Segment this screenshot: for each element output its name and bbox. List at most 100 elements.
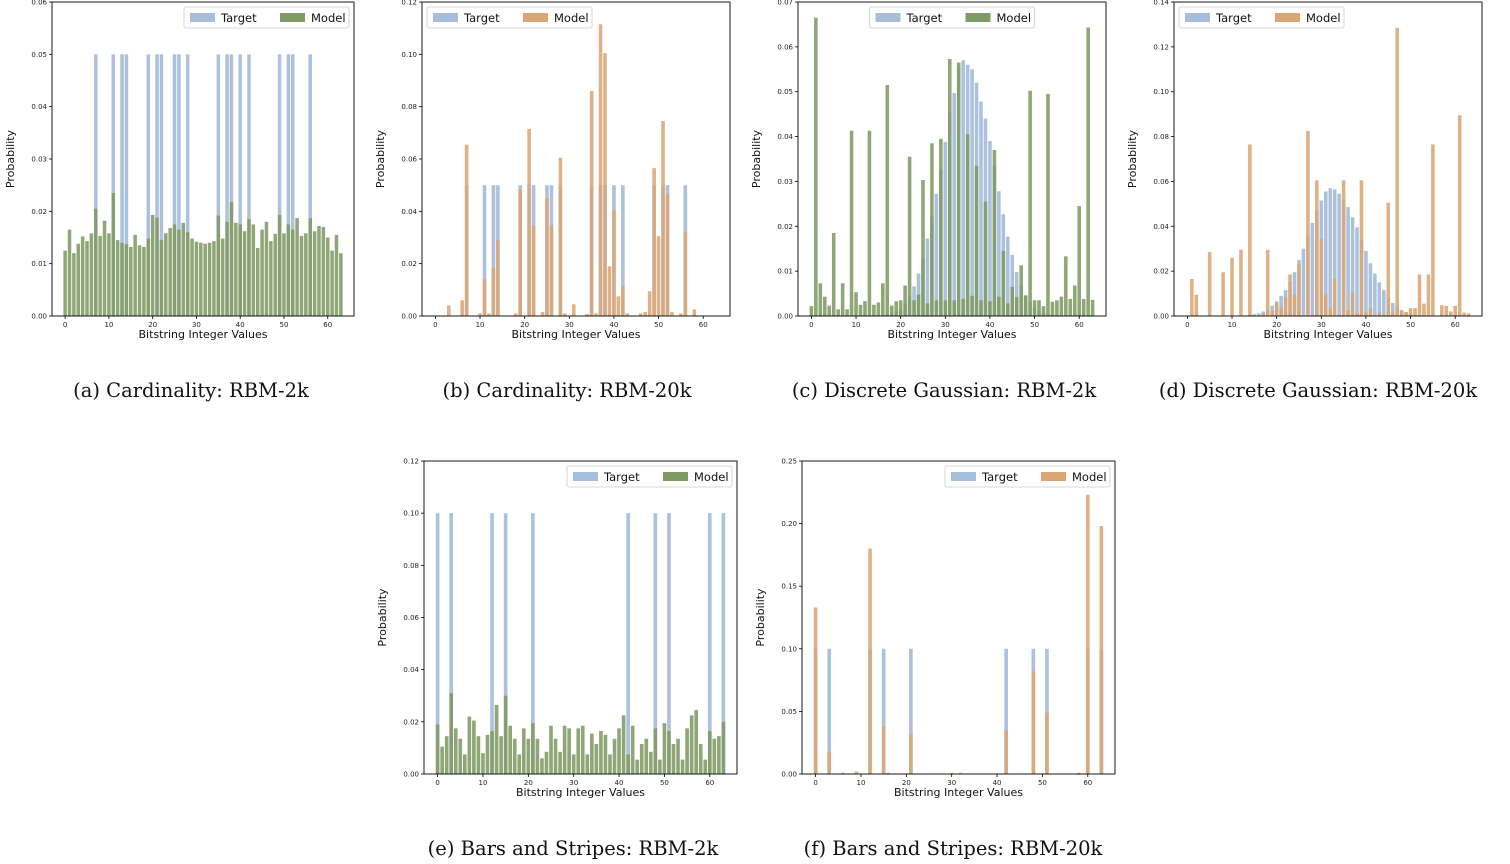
model-bar	[1355, 313, 1359, 316]
model-bar	[898, 300, 903, 316]
y-tick-label: 0.04	[403, 666, 419, 674]
model-bar	[476, 736, 481, 774]
model-bar	[137, 245, 142, 316]
model-bar	[1086, 27, 1090, 316]
model-bar	[255, 247, 260, 316]
model-bar	[1283, 296, 1288, 316]
model-bar	[1085, 494, 1090, 774]
model-bar	[549, 225, 554, 316]
model-bar	[965, 134, 970, 316]
model-bar	[1350, 292, 1355, 316]
model-bar	[854, 771, 859, 774]
model-bar	[242, 231, 247, 316]
x-tick-label: 20	[148, 321, 157, 329]
model-bar	[453, 728, 458, 774]
model-bar	[562, 725, 567, 774]
y-tick-label: 0.02	[401, 260, 417, 268]
model-bar	[881, 726, 886, 774]
y-tick-label: 0.06	[31, 0, 47, 7]
model-bar	[638, 313, 643, 316]
model-bar	[827, 751, 832, 774]
model-bar	[76, 243, 81, 316]
model-bar	[247, 219, 251, 316]
model-bar	[676, 738, 680, 774]
model-bar	[1292, 294, 1297, 316]
model-bar	[836, 309, 840, 316]
model-bar	[1448, 311, 1453, 316]
y-tick-label: 0.05	[777, 88, 793, 96]
target-bar	[229, 54, 234, 316]
model-bar	[639, 744, 644, 774]
x-tick-label: 40	[985, 321, 994, 329]
chart-panel-d: 0 10 20 30 40 50 60 0.00 0.02 0.04 0.06 0.08 0.10 0.1…	[1126, 0, 1483, 402]
model-bar	[679, 313, 683, 316]
model-bar	[1453, 305, 1457, 316]
x-tick-label: 50	[280, 321, 289, 329]
model-bar	[111, 193, 116, 316]
model-bars-d	[1190, 27, 1471, 316]
chart-panel-e: 0 10 20 30 40 50 60 0.00 0.02 0.04 0.06 0.08 0.10 0.1…	[376, 458, 738, 860]
model-bar	[814, 17, 818, 316]
model-bar	[608, 754, 612, 774]
model-bar	[440, 746, 444, 774]
y-axis-label: Probability	[374, 129, 387, 188]
model-bar	[894, 301, 898, 316]
model-bar	[124, 244, 129, 316]
x-axis-label: Bitstring Integer Values	[512, 328, 641, 341]
target-bar	[721, 513, 726, 774]
model-bar	[1099, 526, 1104, 774]
model-bar	[234, 222, 238, 316]
target-bar	[159, 54, 164, 316]
legend-model-label: Model	[1072, 470, 1107, 484]
model-bar	[1417, 274, 1422, 316]
x-axis-label: Bitstring Integer Values	[888, 328, 1017, 341]
y-tick-label: 0.02	[777, 223, 793, 231]
model-bar	[490, 730, 494, 774]
model-bar	[277, 215, 282, 316]
model-bar	[225, 221, 229, 316]
target-bar	[185, 54, 190, 316]
target-bar	[909, 648, 913, 774]
model-bar	[580, 725, 585, 774]
model-bar	[1045, 712, 1049, 774]
x-tick-label: 10	[479, 779, 488, 787]
model-bar	[1019, 265, 1023, 316]
model-bar	[286, 224, 291, 316]
model-bar	[671, 744, 676, 774]
y-tick-label: 0.00	[777, 313, 793, 321]
model-bar	[1306, 130, 1310, 316]
model-bar	[1190, 278, 1194, 316]
model-bar	[1050, 301, 1055, 316]
model-bar	[1390, 312, 1395, 316]
y-axis-label: Probability	[4, 129, 17, 188]
model-bar	[685, 728, 689, 774]
legend-box	[566, 465, 733, 488]
model-bar	[607, 266, 612, 316]
target-bar	[172, 54, 177, 316]
chart-panel-a: 0 10 20 30 40 50 60 0.00 0.01 0.02 0.03 0.04 0.05 0.0…	[4, 0, 355, 402]
model-bar	[589, 90, 594, 316]
target-bar	[1292, 272, 1297, 316]
legend-model-swatch	[663, 472, 688, 481]
model-bar	[290, 229, 295, 316]
target-bar	[1257, 313, 1261, 316]
model-bar	[635, 759, 640, 774]
target-bar	[531, 513, 535, 774]
model-bar	[617, 728, 621, 774]
target-bar	[177, 54, 181, 316]
model-bar	[943, 300, 948, 316]
target-bar	[827, 648, 832, 774]
y-tick-label: 0.04	[401, 208, 417, 216]
model-bar	[1444, 305, 1449, 316]
x-tick-label: 60	[1451, 321, 1460, 329]
model-bar	[494, 704, 499, 774]
model-bar	[656, 236, 661, 316]
model-bar	[612, 210, 616, 316]
panel-caption: (a) Cardinality: RBM-2k	[73, 379, 309, 402]
x-tick-label: 0	[809, 321, 813, 329]
model-bars-c	[809, 17, 1095, 317]
model-bars-a	[63, 193, 343, 316]
y-tick-label: 0.06	[403, 614, 419, 622]
model-bar	[207, 242, 212, 316]
model-bar	[956, 62, 961, 317]
